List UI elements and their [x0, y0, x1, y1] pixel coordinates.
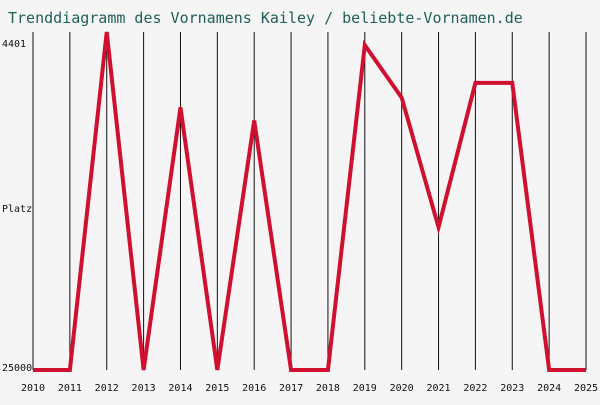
x-tick-label-2011: 2011: [58, 383, 82, 394]
x-tick-label-2020: 2020: [390, 383, 414, 394]
x-tick-label-2018: 2018: [316, 383, 340, 394]
y-axis-label: Platz: [2, 204, 32, 215]
x-tick-label-2012: 2012: [95, 383, 119, 394]
x-tick-label-2015: 2015: [205, 383, 229, 394]
series-line: [33, 32, 586, 370]
series-layer: [33, 32, 586, 370]
x-tick-label-2021: 2021: [426, 383, 450, 394]
x-tick-label-2013: 2013: [132, 383, 156, 394]
y-tick-label-top: 4401: [2, 39, 26, 50]
x-tick-label-2019: 2019: [353, 383, 377, 394]
x-tick-label-2016: 2016: [242, 383, 266, 394]
chart-title: Trenddiagramm des Vornamens Kailey / bel…: [8, 9, 523, 27]
x-tick-label-2024: 2024: [537, 383, 561, 394]
x-tick-label-2022: 2022: [463, 383, 487, 394]
x-tick-label-2017: 2017: [279, 383, 303, 394]
x-axis-labels: 2010 2011 2012 2013 2014 2015 2016 2017 2018 2019…: [21, 383, 598, 394]
y-tick-label-bottom: 25000: [2, 363, 32, 374]
x-tick-label-2023: 2023: [500, 383, 524, 394]
x-tick-label-2014: 2014: [168, 383, 192, 394]
x-tick-label-2025: 2025: [574, 383, 598, 394]
x-tick-label-2010: 2010: [21, 383, 45, 394]
